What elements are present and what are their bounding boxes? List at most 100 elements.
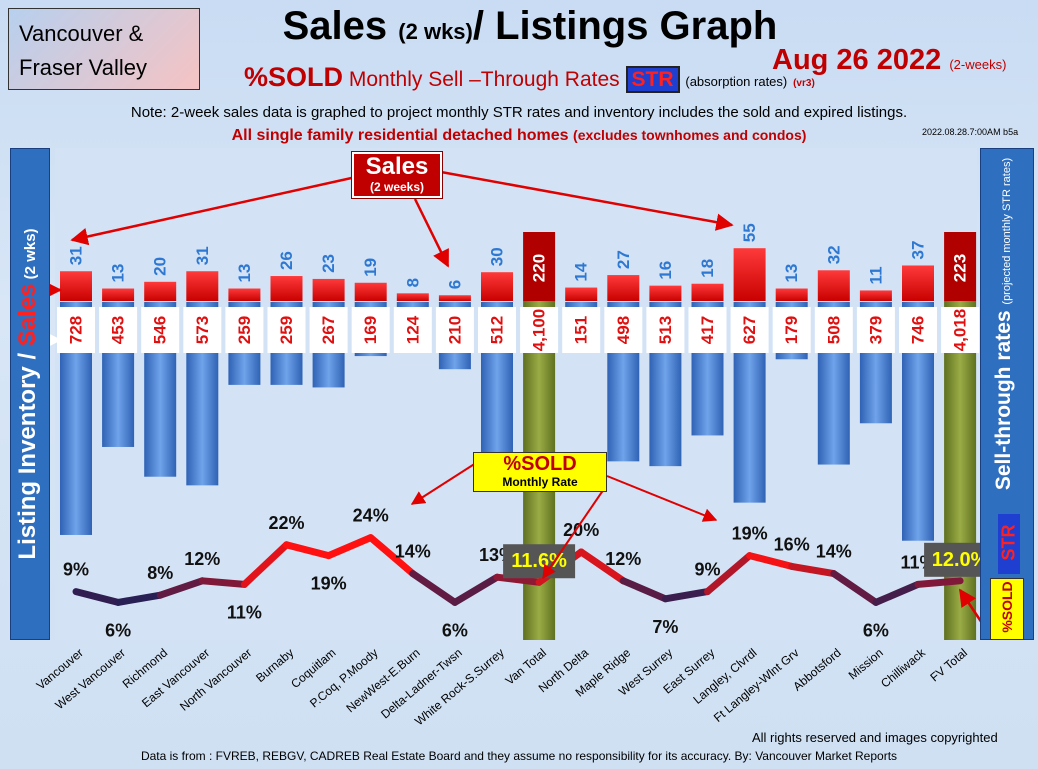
- title-rest: / Listings Graph: [472, 4, 778, 48]
- sales-label: 11: [866, 266, 885, 284]
- sales-callout-sub: (2 weeks): [369, 180, 425, 194]
- inventory-label-box: [856, 307, 895, 353]
- sales-bar: [607, 275, 640, 301]
- inventory-label: 508: [824, 316, 843, 344]
- title-sales: Sales: [282, 4, 388, 48]
- title-period: (2 wks): [398, 19, 473, 44]
- sales-bar: [312, 278, 345, 301]
- inventory-label-box: [520, 307, 559, 353]
- sales-bar: [691, 283, 724, 301]
- sold-line-segment: [704, 552, 754, 596]
- scope-sub: (excludes townhomes and condos): [573, 127, 807, 143]
- sales-bar: [649, 285, 682, 301]
- sales-bar: [902, 265, 934, 301]
- sales-bar: [944, 232, 977, 301]
- inventory-label: 546: [151, 316, 170, 344]
- sold-line-segment: [367, 534, 417, 578]
- sales-bar: [102, 288, 135, 301]
- sales-bar: [396, 293, 429, 301]
- inventory-label-box: [688, 307, 727, 353]
- inventory-label-box: [730, 307, 769, 353]
- inventory-label: 267: [319, 316, 338, 344]
- timestamp: 2022.08.28.7:00AM b5a: [922, 127, 1019, 137]
- sales-label: 14: [572, 262, 591, 281]
- inventory-label: 169: [361, 316, 380, 344]
- source-text: Data is from : FVREB, REBGV, CADREB Real…: [140, 749, 898, 763]
- sold-line-segment: [619, 577, 669, 603]
- inventory-label-box: [141, 307, 180, 353]
- sales-label: 27: [614, 250, 633, 269]
- x-tick-label: NewWest-E.Burn: [343, 646, 422, 716]
- sold-line-segment: [577, 548, 627, 585]
- inventory-label-box: [99, 307, 138, 353]
- subtitle-words: Monthly Sell –Through Rates: [348, 68, 620, 91]
- sold-line-segment: [240, 541, 290, 588]
- sold-line-segment: [283, 541, 333, 560]
- sold-label: 8%: [147, 563, 173, 583]
- inventory-label: 259: [277, 316, 296, 344]
- sales-label: 13: [782, 264, 801, 283]
- inventory-label: 210: [445, 316, 464, 344]
- sales-label: 55: [740, 223, 759, 242]
- x-tick-label: North Vancouver: [177, 646, 254, 714]
- sold-label: 9%: [694, 560, 720, 580]
- sales-bar: [859, 290, 892, 301]
- sales-label: 13: [235, 264, 254, 283]
- region-line-1: Vancouver &: [19, 21, 144, 46]
- sales-label: 30: [488, 247, 507, 266]
- sold-label: 19%: [732, 524, 768, 544]
- inventory-label-box: [646, 307, 685, 353]
- sales-bar: [270, 276, 303, 301]
- sales-bar: [438, 295, 471, 301]
- sales-label: 223: [951, 254, 970, 282]
- sold-label: 9%: [63, 560, 89, 580]
- sales-label: 13: [109, 264, 128, 283]
- sales-label: 18: [698, 259, 717, 278]
- sales-label: 37: [909, 241, 928, 260]
- right-str-badge: STR: [998, 514, 1020, 574]
- inventory-label: 259: [235, 316, 254, 344]
- sales-label: 19: [361, 258, 380, 277]
- sold-label: 6%: [105, 620, 131, 640]
- sold-line-segment: [661, 588, 711, 603]
- sold-callout-sub: Monthly Rate: [502, 475, 578, 489]
- inventory-label-box: [562, 307, 601, 353]
- subtitle-pct: %SOLD: [244, 62, 344, 92]
- inventory-label: 573: [193, 316, 212, 344]
- inventory-label: 4,018: [951, 309, 970, 352]
- sales-label: 6: [445, 280, 464, 289]
- sold-label: 22%: [268, 513, 304, 533]
- sales-bar: [481, 272, 513, 301]
- sales-callout: Sales (2 weeks): [352, 152, 442, 198]
- inventory-label-box: [772, 307, 811, 353]
- sales-label: 23: [319, 254, 338, 273]
- sales-bar: [523, 232, 556, 301]
- subtitle-version: (vr3): [793, 78, 815, 89]
- sales-label: 16: [656, 261, 675, 280]
- sold-line-segment: [830, 570, 880, 606]
- left-axis-label: Listing Inventory / Sales (2 wks): [14, 154, 48, 634]
- inventory-label-box: [941, 307, 980, 353]
- inventory-label-box: [225, 307, 264, 353]
- sold-line-segment: [114, 591, 164, 606]
- inventory-label: 453: [109, 316, 128, 344]
- sold-line-segment: [198, 577, 248, 588]
- sold-line-segment: [746, 552, 796, 570]
- sales-callout-word: Sales: [365, 153, 429, 180]
- sales-bar: [228, 288, 261, 301]
- sold-line-segment: [788, 562, 838, 578]
- sold-label: 12%: [605, 549, 641, 569]
- sold-label: 12.0%: [932, 549, 989, 571]
- sold-line-segment: [872, 580, 922, 606]
- inventory-label: 4,100: [530, 309, 549, 352]
- sales-label: 31: [193, 246, 212, 265]
- sold-line-segment: [451, 573, 501, 606]
- left-axis-band: Listing Inventory / Sales (2 wks): [10, 148, 50, 640]
- inventory-label: 627: [740, 316, 759, 344]
- sales-label: 32: [824, 245, 843, 264]
- sales-bar: [817, 270, 850, 301]
- sold-line-segment: [156, 577, 206, 599]
- inventory-label-box: [435, 307, 474, 353]
- sold-label: 11%: [227, 602, 262, 622]
- sold-line-segment: [72, 588, 122, 606]
